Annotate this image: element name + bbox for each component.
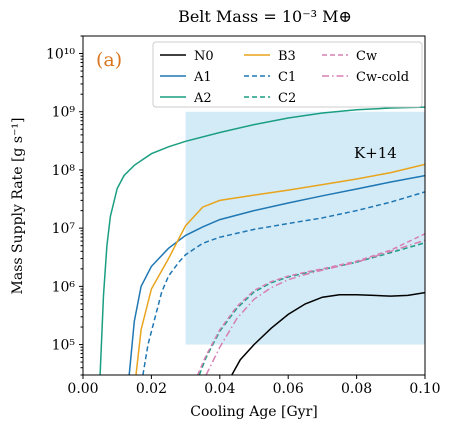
chart-title: Belt Mass = 10⁻³ M⊕	[178, 7, 352, 26]
legend-label-cw-cold: Cw-cold	[356, 70, 409, 85]
legend-label-b3: B3	[278, 49, 296, 64]
legend-label-c2: C2	[278, 91, 296, 106]
legend-label-n0: N0	[194, 49, 214, 64]
x-tick-label: 0.08	[341, 381, 372, 397]
y-tick-label: 10⁵	[52, 338, 76, 354]
legend-box	[152, 41, 423, 108]
legend-label-a2: A2	[193, 91, 212, 106]
y-tick-label: 10¹⁰	[46, 47, 75, 63]
series-line-a1	[128, 174, 425, 375]
y-axis-label: Mass Supply Rate [g s⁻¹]	[10, 118, 26, 295]
series-line-a2	[99, 106, 425, 375]
x-tick-label: 0.06	[273, 381, 304, 397]
legend-label-cw: Cw	[356, 49, 377, 64]
series-line-n0	[231, 291, 425, 375]
panel-label: (a)	[96, 49, 122, 71]
y-tick-label: 10⁹	[52, 105, 76, 121]
x-axis-label: Cooling Age [Gyr]	[190, 404, 317, 420]
x-axis-ticks: 0.00 0.02 0.04 0.06 0.08 0.10	[67, 375, 441, 397]
x-tick-label: 0.10	[409, 381, 440, 397]
series-line-c1	[142, 191, 425, 375]
series-line-cw	[196, 233, 425, 375]
series-layer	[99, 106, 425, 375]
y-axis-ticks: 10⁵ 10⁶ 10⁷ 10⁸ 10⁹ 10¹⁰	[46, 35, 83, 376]
shaded-region	[185, 111, 425, 345]
legend-label-c1: C1	[278, 70, 296, 85]
plot-frame	[82, 35, 426, 376]
y-tick-label: 10⁸	[52, 163, 76, 179]
shaded-region-label: K+14	[354, 144, 397, 162]
x-tick-label: 0.02	[136, 381, 167, 397]
legend: N0 A1 A2 B3 C1 C2 Cw Cw-cold	[152, 41, 423, 108]
y-tick-label: 10⁶	[52, 279, 76, 295]
y-tick-label: 10⁷	[52, 221, 76, 237]
x-tick-label: 0.04	[204, 381, 235, 397]
plot-area: K+14	[99, 106, 425, 375]
axes: 0.00 0.02 0.04 0.06 0.08 0.10 10⁵ 10⁶ 10⁷ 10⁸ 10⁹…	[46, 35, 441, 397]
legend-label-a1: A1	[193, 70, 212, 85]
series-line-b3	[135, 163, 425, 375]
x-tick-label: 0.00	[67, 381, 98, 397]
